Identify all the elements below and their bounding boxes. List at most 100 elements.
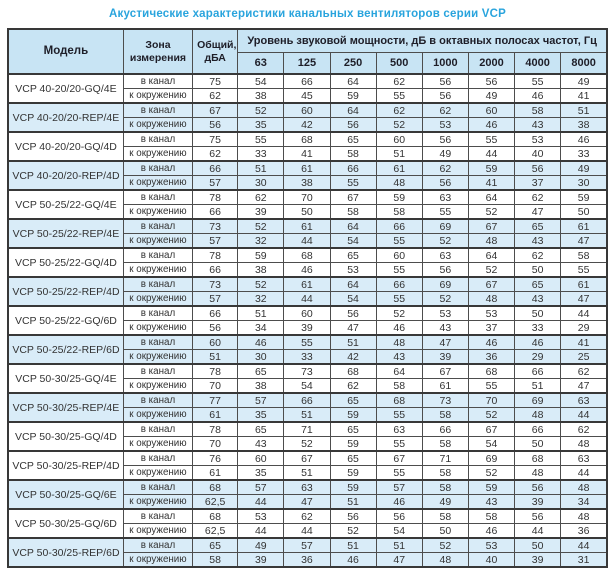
spl-value: 46 xyxy=(514,334,562,350)
spl-value: 59 xyxy=(375,189,423,205)
spl-value: 46 xyxy=(375,320,423,336)
spl-value: 53 xyxy=(421,305,469,321)
spl-value: 62 xyxy=(560,421,608,437)
spl-value: 51 xyxy=(560,102,608,118)
spl-value: 55 xyxy=(375,88,423,104)
model-name: VCP 50-30/25-GQ/6D xyxy=(7,508,124,539)
spl-value: 58 xyxy=(514,102,562,118)
spl-value: 40 xyxy=(467,552,516,568)
spl-value: 47 xyxy=(560,233,608,249)
spl-value: 43 xyxy=(375,349,423,365)
spl-value: 38 xyxy=(560,117,608,133)
spl-value: 62 xyxy=(560,363,608,379)
spl-value: 49 xyxy=(421,146,469,162)
spl-value: 70 xyxy=(467,392,516,408)
spl-value: 44 xyxy=(237,523,285,539)
spl-value: 48 xyxy=(467,233,516,249)
spl-value: 60 xyxy=(375,131,423,147)
spl-value: 56 xyxy=(421,262,469,278)
spl-value: 62 xyxy=(421,102,469,118)
spl-value: 48 xyxy=(421,552,469,568)
total-dba-value: 75 xyxy=(192,131,239,147)
spl-value: 56 xyxy=(421,88,469,104)
spl-value: 54 xyxy=(375,523,423,539)
spl-value: 57 xyxy=(237,479,285,495)
total-dba-value: 51 xyxy=(192,349,239,365)
spl-value: 29 xyxy=(514,349,562,365)
spl-value: 59 xyxy=(329,88,377,104)
model-name: VCP 50-30/25-GQ/4E xyxy=(7,363,124,394)
total-dba-value: 66 xyxy=(192,160,239,176)
spl-value: 66 xyxy=(329,160,377,176)
spl-value: 61 xyxy=(283,276,331,292)
spl-value: 62 xyxy=(375,102,423,118)
zone-label: в канал xyxy=(122,421,194,437)
total-dba-value: 61 xyxy=(192,465,239,481)
spl-value: 69 xyxy=(421,218,469,234)
zone-label: в канал xyxy=(122,189,194,205)
zone-label: к окружению xyxy=(122,233,194,249)
spl-value: 52 xyxy=(421,291,469,307)
zone-label: к окружению xyxy=(122,349,194,365)
spl-value: 64 xyxy=(329,276,377,292)
model-name: VCP 50-30/25-REP/4D xyxy=(7,450,124,481)
spl-value: 41 xyxy=(467,175,516,191)
spl-value: 53 xyxy=(467,537,516,553)
total-dba-value: 77 xyxy=(192,392,239,408)
spl-value: 58 xyxy=(421,465,469,481)
spl-value: 64 xyxy=(375,363,423,379)
spl-value: 43 xyxy=(421,320,469,336)
spl-value: 55 xyxy=(375,291,423,307)
table-row: VCP 50-30/25-GQ/6E в канал 68 57 63 59 57 58 59 5… xyxy=(7,479,608,510)
total-dba-value: 57 xyxy=(192,291,239,307)
spl-value: 58 xyxy=(329,204,377,220)
spl-value: 64 xyxy=(329,102,377,118)
table-row: к окружению 62,5 44 44 52 54 50 46 44 36 xyxy=(8,523,608,539)
spl-value: 68 xyxy=(283,131,331,147)
spl-value: 64 xyxy=(329,218,377,234)
spl-value: 32 xyxy=(237,291,285,307)
spl-value: 56 xyxy=(421,131,469,147)
spl-value: 33 xyxy=(237,146,285,162)
spl-value: 68 xyxy=(467,363,516,379)
table-row: к окружению 58 39 36 46 47 48 40 39 31 xyxy=(8,552,608,568)
zone-label: к окружению xyxy=(122,204,194,220)
model-name: VCP 50-25/22-GQ/6D xyxy=(7,305,124,336)
spl-value: 44 xyxy=(467,146,516,162)
spl-value: 56 xyxy=(514,508,562,524)
zone-label: в канал xyxy=(122,334,194,350)
spl-value: 67 xyxy=(283,450,331,466)
spl-value: 59 xyxy=(329,465,377,481)
spl-value: 59 xyxy=(237,247,285,263)
zone-label: к окружению xyxy=(122,378,194,394)
total-dba-value: 62 xyxy=(192,88,239,104)
spl-value: 44 xyxy=(283,523,331,539)
model-name: VCP 50-25/22-REP/6D xyxy=(7,334,124,365)
total-dba-value: 66 xyxy=(192,305,239,321)
spl-value: 57 xyxy=(237,392,285,408)
spl-value: 47 xyxy=(283,494,331,510)
spl-value: 52 xyxy=(237,276,285,292)
table-row: к окружению 62 38 45 59 55 56 49 46 41 xyxy=(8,88,608,104)
spl-value: 64 xyxy=(467,247,516,263)
table-row: к окружению 61 35 51 59 55 58 52 48 44 xyxy=(8,407,608,423)
spl-value: 50 xyxy=(514,537,562,553)
spl-value: 58 xyxy=(421,407,469,423)
spl-value: 65 xyxy=(329,131,377,147)
spl-value: 52 xyxy=(375,117,423,133)
spl-value: 69 xyxy=(467,450,516,466)
spl-value: 56 xyxy=(514,479,562,495)
spl-value: 59 xyxy=(467,160,516,176)
spl-value: 51 xyxy=(283,407,331,423)
spl-value: 50 xyxy=(514,436,562,452)
spl-value: 41 xyxy=(560,88,608,104)
zone-label: в канал xyxy=(122,247,194,263)
table-row: VCP 40-20/20-REP/4D в канал 66 51 61 66 61 62 59… xyxy=(7,160,608,191)
table-row: VCP 50-30/25-REP/4E в канал 77 57 66 65 68 73 70… xyxy=(7,392,608,423)
spl-value: 47 xyxy=(560,378,608,394)
total-dba-value: 78 xyxy=(192,363,239,379)
model-name: VCP 50-30/25-REP/6D xyxy=(7,537,124,568)
spl-value: 33 xyxy=(514,320,562,336)
zone-label: в канал xyxy=(122,450,194,466)
spl-value: 54 xyxy=(467,436,516,452)
